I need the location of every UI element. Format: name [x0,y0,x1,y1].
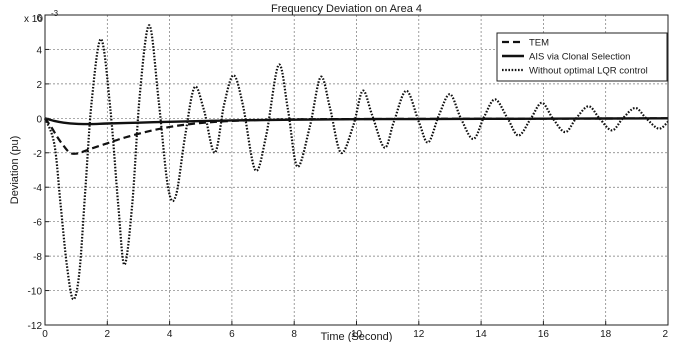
x-tick-label: 16 [538,329,550,340]
y-tick-label: 2 [36,80,42,91]
y-tick-label: 4 [36,45,42,56]
x-tick-label: 0 [42,329,48,340]
x-tick-label: 4 [167,329,173,340]
x-axis-label: Time (Second) [321,331,393,342]
y-tick-label: -10 [28,287,43,298]
y-tick-label: -2 [33,149,42,160]
y-axis-multiplier: x 10 [24,14,43,25]
x-tick-label: 8 [291,329,297,340]
series-layer [43,24,669,301]
y-tick-label: -6 [33,218,42,229]
legend-label-1: TEM [529,38,549,49]
y-tick-label: 0 [36,114,42,125]
x-tick-label: 14 [476,329,488,340]
x-tick-label: 12 [413,329,425,340]
chart-title: Frequency Deviation on Area 4 [271,3,422,15]
legend-box [496,32,668,82]
x-tick-label: 6 [229,329,235,340]
series-line-2 [44,117,669,126]
axis-ticks: 0 2 4 6 8 10 12 14 16 18 2 6 4 2 0 -2 -4 -6 -8 -10 -12 [28,13,669,340]
y-axis-label: Deviation (pu) [9,136,21,204]
legend-label-2: AIS via Clonal Selection [529,52,630,63]
y-tick-label: -8 [33,252,42,263]
x-tick-label: 2 [105,329,111,340]
y-axis-multiplier-exponent: -3 [51,9,59,18]
x-tick-label: 10 [351,329,363,340]
y-tick-label: -12 [28,321,43,332]
legend-label-3: Without optimal LQR control [529,66,648,77]
legend: TEM AIS via Clonal Selection Without optim… [496,32,668,82]
x-tick-label: 18 [600,329,612,340]
series-line-1 [44,117,669,155]
y-tick-label: 6 [36,13,42,24]
x-tick-label: 2 [662,329,668,340]
y-tick-label: -4 [33,183,42,194]
